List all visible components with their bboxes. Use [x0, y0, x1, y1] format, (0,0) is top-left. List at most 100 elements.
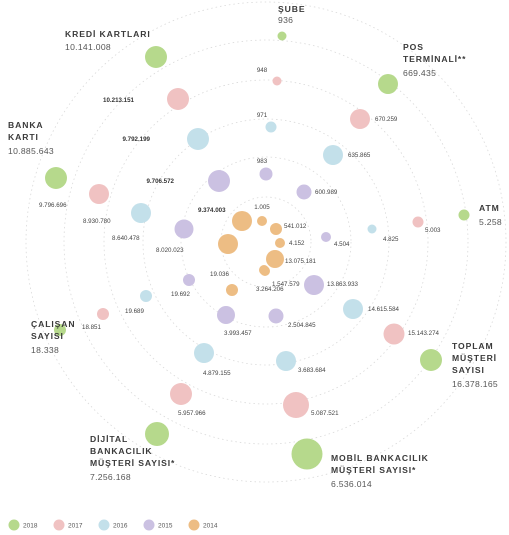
- grid-ring-2: [142, 118, 390, 366]
- value-2018-kredi: 10.141.008: [65, 42, 111, 52]
- data-label-mobil-2017: 5.087.521: [311, 410, 339, 417]
- value-2018-calisan: 18.338: [31, 345, 59, 355]
- data-label-calisan-2014: 19.036: [210, 271, 229, 278]
- grid-ring-3: [103, 79, 429, 405]
- data-label-dijital-2016: 4.879.155: [203, 370, 231, 377]
- bubble-sube-2015: [259, 167, 273, 181]
- data-label-sube-2016: 971: [257, 112, 268, 119]
- data-label-atm-2016: 4.825: [383, 236, 399, 243]
- data-label-sube-2017: 948: [257, 67, 268, 74]
- data-label-mobil-2016: 3.683.684: [298, 367, 326, 374]
- category-name-toplam-line-1: MÜŞTERİ: [452, 353, 497, 363]
- category-name-kredi-line-0: KREDİ KARTLARI: [65, 29, 151, 39]
- data-label-toplam-2015: 13.863.933: [327, 281, 359, 288]
- bubble-calisan-2018: [54, 324, 66, 336]
- data-label-toplam-2016: 14.615.584: [368, 306, 400, 313]
- bubble-calisan-2016: [140, 290, 152, 302]
- bubble-calisan-2017: [97, 308, 109, 320]
- bubbles-layer: [45, 31, 470, 470]
- bubble-dijital-2017: [170, 383, 192, 405]
- data-label-atm-2017: 5.003: [425, 227, 441, 234]
- bubble-atm-2014: [275, 238, 285, 248]
- category-name-banka-line-0: BANKA: [8, 120, 44, 130]
- bubble-kredi-2014: [232, 211, 252, 231]
- value-2018-pos: 669.435: [403, 68, 436, 78]
- bubble-toplam-2018: [420, 349, 442, 371]
- value-2018-atm: 5.258: [479, 217, 502, 227]
- legend-label-2015: 2015: [158, 523, 173, 530]
- bubble-pos-2017: [350, 109, 370, 129]
- bubble-pos-2015: [296, 184, 312, 200]
- data-label-sube-2015: 983: [257, 158, 268, 165]
- bubble-kredi-2015: [208, 170, 230, 192]
- value-2018-dijital: 7.256.168: [90, 472, 131, 482]
- bubble-mobil-2016: [276, 351, 296, 371]
- category-name-dijital-line-0: DİJİTAL: [90, 434, 128, 444]
- bubble-dijital-2016: [194, 343, 214, 363]
- data-label-sube-2014: 1.005: [254, 204, 270, 211]
- bubble-atm-2016: [367, 224, 377, 234]
- bubble-mobil-2017: [283, 392, 309, 418]
- legend-label-2014: 2014: [203, 523, 218, 530]
- category-name-mobil-line-1: MÜŞTERİ SAYISI*: [331, 465, 416, 475]
- legend-label-2016: 2016: [113, 523, 128, 530]
- data-label-pos-2017: 670.259: [375, 116, 398, 123]
- bubble-sube-2016: [265, 121, 277, 133]
- legend-swatch-2014: [188, 519, 200, 531]
- bubble-atm-2018: [458, 209, 470, 221]
- data-label-kredi-2014: 9.374.003: [198, 207, 226, 214]
- bubble-toplam-2014: [266, 250, 284, 268]
- data-label-toplam-2014: 13.075.181: [285, 258, 317, 265]
- category-name-sube-line-0: ŞUBE: [278, 4, 305, 14]
- data-label-dijital-2015: 3.993.457: [224, 330, 252, 337]
- bubble-calisan-2015: [183, 274, 195, 286]
- bubble-banka-2014: [218, 234, 238, 254]
- legend-swatch-2017: [53, 519, 65, 531]
- bubble-sube-2014: [257, 216, 267, 226]
- bubble-pos-2016: [323, 145, 343, 165]
- bubble-pos-2018: [378, 74, 398, 94]
- legend-swatch-2015: [143, 519, 155, 531]
- legend: 2018 2017 2016 2015 2014: [8, 519, 218, 531]
- data-label-pos-2014: 541.012: [284, 223, 307, 230]
- category-name-dijital-line-2: MÜŞTERİ SAYISI*: [90, 458, 175, 468]
- category-name-pos-line-1: TERMİNALİ**: [403, 54, 466, 64]
- data-label-toplam-2017: 15.143.274: [408, 330, 440, 337]
- legend-label-2018: 2018: [23, 523, 38, 530]
- data-label-banka-2014: 8.020.023: [156, 247, 184, 254]
- category-name-calisan-line-0: ÇALIŞAN: [31, 319, 76, 329]
- bubble-banka-2015: [174, 219, 194, 239]
- legend-swatch-2016: [98, 519, 110, 531]
- data-label-dijital-2014: 3.264.206: [256, 286, 284, 293]
- data-label-kredi-2016: 9.792.199: [122, 136, 150, 143]
- bubble-toplam-2016: [343, 299, 363, 319]
- data-label-banka-2016: 8.930.780: [83, 218, 111, 225]
- data-label-kredi-2015: 9.706.572: [146, 178, 174, 185]
- bubble-toplam-2015: [304, 275, 324, 295]
- category-name-calisan-line-1: SAYISI: [31, 331, 64, 341]
- data-label-pos-2016: 635.865: [348, 152, 371, 159]
- bubble-atm-2015: [321, 232, 331, 242]
- data-label-banka-2015: 8.640.478: [112, 235, 140, 242]
- data-label-atm-2015: 4.504: [334, 241, 350, 248]
- bubble-sube-2017: [272, 76, 282, 86]
- legend-swatch-2018: [8, 519, 20, 531]
- bubble-dijital-2015: [217, 306, 235, 324]
- data-label-mobil-2015: 2.504.845: [288, 322, 316, 329]
- bubble-atm-2017: [412, 216, 424, 228]
- bubble-calisan-2014: [259, 265, 269, 275]
- bubble-sube-2018: [277, 31, 287, 41]
- grid-ring-4: [63, 39, 469, 445]
- category-name-mobil-line-0: MOBİL BANKACILIK: [331, 453, 429, 463]
- value-2018-mobil: 6.536.014: [331, 479, 372, 489]
- grid-ring-0: [220, 196, 312, 288]
- bubble-dijital-2018: [145, 422, 169, 446]
- data-label-kredi-2017: 10.213.151: [103, 97, 135, 104]
- value-2018-banka: 10.885.643: [8, 146, 54, 156]
- grid-circles: [25, 1, 507, 483]
- bubble-banka-2016: [131, 203, 151, 223]
- category-name-toplam-line-2: SAYISI: [452, 365, 485, 375]
- bubble-mobil-2015: [268, 308, 284, 324]
- category-name-dijital-line-1: BANKACILIK: [90, 446, 152, 456]
